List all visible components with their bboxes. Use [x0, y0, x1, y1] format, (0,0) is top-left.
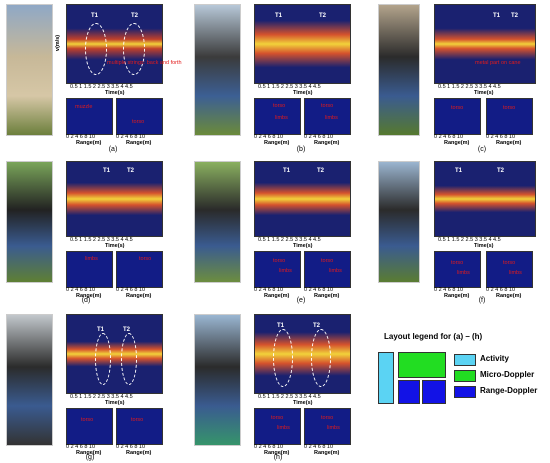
legend-range-doppler-swatch-1 — [398, 380, 420, 404]
range-doppler-c1: torso — [434, 98, 481, 135]
panel-c: T1 T2 metal part on cane 0.5 1 1.5 2 2.5… — [372, 0, 550, 155]
range-label: Range(m) — [76, 140, 102, 146]
panel-a: v(m/s) T1 T2 multiple strings: back and … — [0, 0, 185, 155]
range-doppler-a1: muzzle — [66, 98, 113, 135]
legend-range-doppler-swatch-2 — [422, 380, 446, 404]
photo-f — [378, 161, 420, 283]
legend-activity-swatch — [378, 352, 394, 404]
t1-ellipse — [85, 23, 107, 75]
panel-h: T1 T2 0.5 1 1.5 2 2.5 3 3.5 4 4.5 Time(s… — [188, 310, 373, 463]
range-ticks: 0 2 4 6 8 10 — [66, 134, 96, 140]
range-doppler-b2: torso limbs — [304, 98, 351, 135]
legend-range-doppler-label: Range-Doppler — [480, 386, 538, 395]
photo-b — [194, 4, 241, 136]
legend-activity-label: Activity — [480, 354, 509, 363]
panel-f: T1 T2 0.5 1 1.5 2 2.5 3 3.5 4 4.5 Time(s… — [372, 157, 550, 307]
range-doppler-h1: torso limbs — [254, 408, 301, 445]
time-ticks: 0.5 1 1.5 2 2.5 3 3.5 4 4.5 — [70, 84, 133, 90]
micro-doppler-a: T1 T2 multiple strings: back and forth — [66, 4, 182, 84]
photo-e — [194, 161, 241, 283]
range-label: Range(m) — [126, 140, 152, 146]
range-doppler-e1: torso limbs — [254, 251, 301, 288]
range-doppler-d1: limbs — [66, 251, 113, 288]
t2-ellipse — [123, 23, 145, 75]
t1-label: T1 — [91, 13, 99, 19]
micro-doppler-e: T1 T2 — [254, 161, 351, 237]
legend-title: Layout legend for (a) – (h) — [384, 332, 483, 341]
range-doppler-g1: torso — [66, 408, 113, 445]
photo-d — [6, 161, 53, 283]
photo-h — [194, 314, 241, 446]
photo-c — [378, 4, 420, 136]
time-label: Time(s) — [105, 90, 125, 96]
range-ticks: 0 2 4 6 8 10 — [116, 134, 146, 140]
range-doppler-g2: torso — [116, 408, 163, 445]
panel-b: T1 T2 0.5 1 1.5 2 2.5 3 3.5 4 4.5 Time(s… — [188, 0, 373, 155]
range-doppler-d2: torso — [116, 251, 163, 288]
range-doppler-b1: torso limbs — [254, 98, 301, 135]
caption-a: (a) — [108, 146, 118, 153]
t2-label: T2 — [131, 13, 139, 19]
micro-doppler-h: T1 T2 — [254, 314, 351, 394]
v-axis-label: v(m/s) — [55, 34, 62, 52]
micro-doppler-d: T1 T2 — [66, 161, 163, 237]
legend-micro-doppler-label: Micro-Doppler — [480, 370, 535, 379]
micro-doppler-c: T1 T2 metal part on cane — [434, 4, 536, 84]
panel-g: T1 T2 0.5 1 1.5 2 2.5 3 3.5 4 4.5 Time(s… — [0, 310, 185, 463]
range-doppler-f2: torso limbs — [486, 251, 533, 288]
range-doppler-h2: torso limbs — [304, 408, 351, 445]
legend-micro-doppler-swatch — [398, 352, 446, 378]
micro-doppler-f: T1 T2 — [434, 161, 536, 237]
annotation: multiple strings: back and forth — [107, 60, 182, 66]
micro-doppler-g: T1 T2 — [66, 314, 163, 394]
photo-g — [6, 314, 53, 446]
range-doppler-e2: torso limbs — [304, 251, 351, 288]
layout-legend: Layout legend for (a) – (h) Activity Mic… — [376, 332, 546, 412]
panel-e: T1 T2 0.5 1 1.5 2 2.5 3 3.5 4 4.5 Time(s… — [188, 157, 373, 307]
photo-a — [6, 4, 53, 136]
range-doppler-f1: torso limbs — [434, 251, 481, 288]
range-doppler-c2: torso — [486, 98, 533, 135]
micro-doppler-b: T1 T2 — [254, 4, 351, 84]
range-doppler-a2: torso — [116, 98, 163, 135]
panel-d: T1 T2 0.5 1 1.5 2 2.5 3 3.5 4 4.5 Time(s… — [0, 157, 185, 307]
